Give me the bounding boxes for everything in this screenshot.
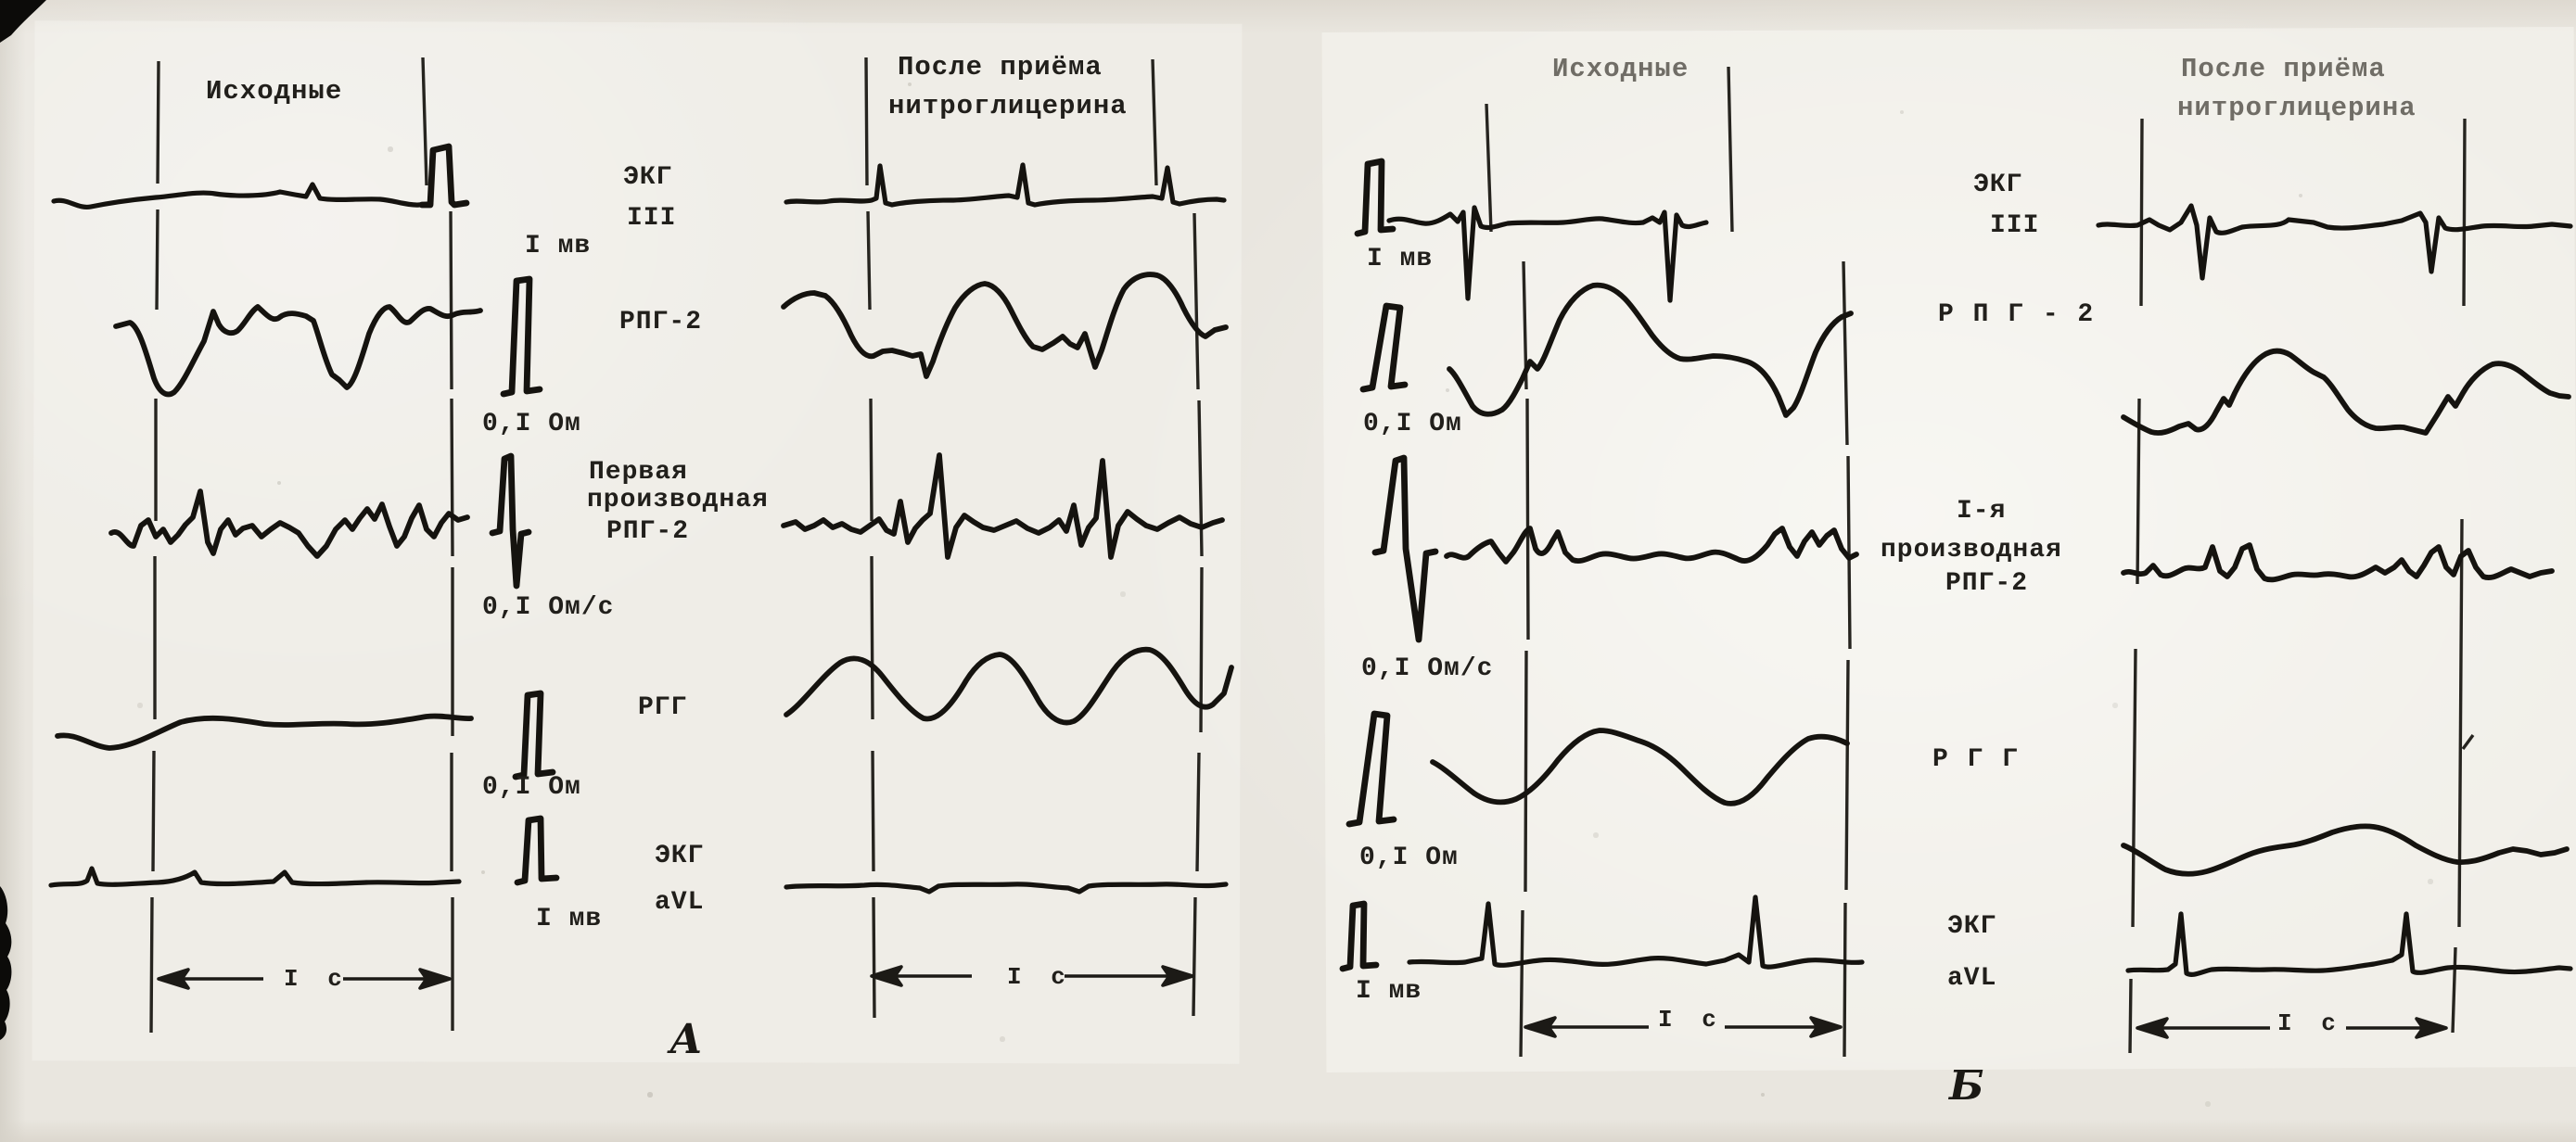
stray-mark — [2461, 733, 2475, 751]
panel-a-channel-rgg: РГГ — [638, 693, 688, 722]
b1-rgg-trace — [1430, 728, 1850, 806]
b1-cal-pulse-rgg — [1345, 710, 1397, 828]
left-edge-ink-blob — [0, 886, 12, 1040]
panel-a-col1-timescale-label: I c — [284, 965, 350, 993]
panel-b-col1-timescale-label: I c — [1658, 1006, 1724, 1034]
b2-deriv-trace — [2121, 542, 2555, 583]
b1-rule-left — [1485, 103, 1530, 1058]
panel-b-cal-ohm-top: 0,I Ом — [1363, 410, 1462, 438]
panel-b-col2-timescale-label: I c — [2277, 1009, 2343, 1037]
panel-b-cal-ohm-bottom: 0,I Ом — [1359, 844, 1459, 872]
b2-rgg-trace — [2121, 823, 2570, 877]
b1-cal-pulse-deriv — [1371, 454, 1439, 643]
a1-cal-pulse-avl — [514, 815, 560, 886]
b1-cal-pulse-rpg2 — [1359, 302, 1409, 393]
panel-a-cal-ohm-top: 0,I Ом — [482, 410, 581, 438]
panel-b-channel-deriv-line1: I-я — [1957, 497, 2007, 526]
panel-a-cal-mv-top: I мв — [525, 232, 592, 260]
a2-rpg2-trace — [781, 272, 1229, 379]
panel-b-channel-avl-line2: aVL — [1947, 964, 1997, 993]
a1-deriv-trace — [108, 489, 470, 559]
panel-b-cal-mv-bottom: I мв — [1356, 977, 1422, 1006]
a2-timescale-arrow — [870, 965, 1194, 987]
panel-b-channel-ecg3-line1: ЭКГ — [1973, 171, 2023, 199]
panel-a-channel-ecg3-line2: III — [627, 204, 677, 233]
b2-timescale-arrow — [2136, 1017, 2448, 1039]
b2-rule-left — [2128, 118, 2144, 1054]
a1-rule-right — [421, 57, 454, 1031]
b1-rule-right — [1727, 66, 1852, 1058]
panel-a-channel-rpg2: РПГ-2 — [619, 308, 703, 336]
panel-b-channel-deriv-line3: РПГ-2 — [1945, 569, 2029, 598]
panel-a-col2-header-line1: После приёма — [898, 52, 1103, 82]
b2-rpg2-trace — [2121, 348, 2571, 436]
b1-rpg2-trace — [1447, 282, 1854, 418]
panel-a-channel-avl-line1: ЭКГ — [655, 842, 705, 870]
a1-cal-pulse-deriv — [489, 452, 532, 590]
b1-deriv-trace — [1444, 526, 1859, 565]
panel-a-col1-header: Исходные — [206, 76, 343, 107]
a1-cal-pulse-rgg — [512, 690, 556, 780]
panel-b-letter: Б — [1949, 1062, 1984, 1110]
panel-a-channel-deriv-line3: РПГ-2 — [606, 517, 690, 546]
panel-a-letter: А — [670, 1016, 703, 1063]
a1-rgg-trace — [55, 713, 474, 751]
b1-ecg3-trace — [1386, 205, 1709, 303]
panel-b-channel-ecg3-line2: III — [1990, 211, 2040, 240]
a1-avl-trace — [48, 866, 462, 888]
a1-cal-pulse-rpg2 — [500, 275, 543, 398]
a1-rpg2-trace — [113, 304, 483, 398]
panel-b-channel-rgg: Р Г Г — [1932, 745, 2021, 774]
panel-a-cal-ohm-bottom: 0,I Ом — [482, 773, 581, 802]
a1-ecg3-trace — [51, 182, 431, 210]
a2-rgg-trace — [784, 646, 1234, 726]
panel-b-channel-deriv-line2: производная — [1881, 536, 2062, 565]
panel-a-channel-ecg3-line1: ЭКГ — [623, 163, 673, 192]
panel-b-channel-avl-line1: ЭКГ — [1947, 912, 1997, 941]
panel-a-col2-timescale-label: I c — [1007, 963, 1073, 991]
panel-b-cal-ohm-s: 0,I Ом/с — [1361, 654, 1494, 683]
panel-a-channel-deriv-line1: Первая — [589, 458, 688, 487]
panel-b-cal-mv-top: I мв — [1367, 245, 1434, 273]
b2-rule-right — [2451, 118, 2467, 1034]
a2-avl-trace — [784, 882, 1229, 895]
panel-a-channel-deriv-line2: производная — [587, 486, 769, 514]
panel-a-channel-avl-line2: aVL — [655, 888, 705, 917]
panel-a-col2-header-line2: нитроглицерина — [888, 91, 1128, 121]
a1-timescale-arrow — [157, 968, 452, 990]
panel-b-col2-header-line2: нитроглицерина — [2177, 93, 2417, 123]
b2-ecg3-trace — [2096, 203, 2573, 281]
panel-b-col1-header: Исходные — [1552, 54, 1690, 84]
a2-deriv-trace — [781, 452, 1225, 560]
panel-b-channel-rpg2: Р П Г - 2 — [1938, 300, 2096, 329]
b1-cal-pulse-avl — [1339, 900, 1380, 972]
a2-rule-right — [1151, 58, 1204, 1017]
corner-ink-mark — [0, 0, 46, 43]
b1-cal-pulse-ecg3 — [1354, 158, 1396, 237]
panel-a-cal-ohm-s: 0,I Ом/с — [482, 593, 615, 622]
panel-b-col2-header-line1: После приёма — [2181, 54, 2386, 84]
a1-cal-pulse-ecg3 — [418, 143, 470, 209]
a2-ecg3-trace — [784, 162, 1227, 208]
b1-timescale-arrow — [1524, 1016, 1843, 1038]
b2-avl-trace — [2125, 911, 2573, 977]
panel-a-cal-mv-bottom: I мв — [536, 905, 603, 933]
a2-rule-left — [864, 57, 876, 1019]
a1-rule-left — [149, 60, 160, 1034]
b1-avl-trace — [1407, 895, 1865, 970]
